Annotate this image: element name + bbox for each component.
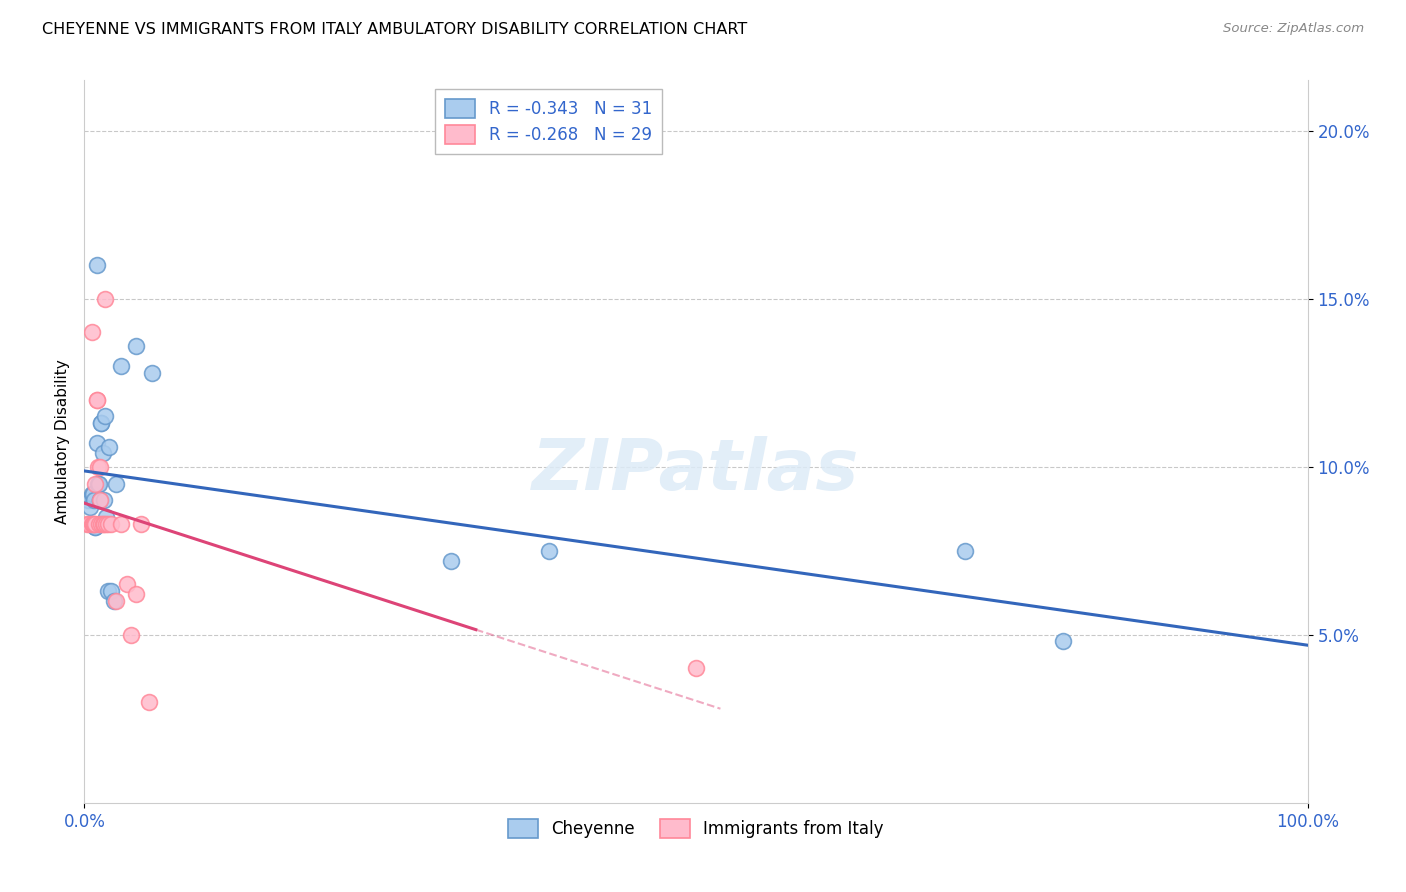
Point [84, 520, 107, 534]
Point [80, 486, 103, 500]
Point [100, 584, 122, 599]
Point [84, 516, 107, 531]
Point [87, 476, 110, 491]
Point [77, 516, 100, 531]
Point [953, 543, 976, 558]
Point [110, 516, 132, 531]
Point [125, 587, 148, 601]
Point [141, 366, 163, 380]
Point [100, 516, 122, 531]
Point [103, 594, 125, 608]
Y-axis label: Ambulatory Disability: Ambulatory Disability [55, 359, 70, 524]
Point [84, 476, 107, 491]
Point [94, 292, 117, 306]
Legend: Cheyenne, Immigrants from Italy: Cheyenne, Immigrants from Italy [502, 813, 890, 845]
Point [86, 392, 108, 407]
Point [91, 516, 114, 531]
Point [87, 516, 110, 531]
Point [80, 326, 103, 340]
Point [97, 584, 120, 599]
Point [110, 359, 132, 373]
Point [82, 516, 104, 531]
Point [97, 440, 120, 454]
Point [538, 543, 561, 558]
Text: Source: ZipAtlas.com: Source: ZipAtlas.com [1223, 22, 1364, 36]
Point [86, 436, 108, 450]
Point [89, 493, 111, 508]
Point [138, 695, 160, 709]
Point [1052, 634, 1074, 648]
Point [89, 459, 111, 474]
Point [86, 392, 108, 407]
Point [96, 510, 118, 524]
Point [91, 446, 114, 460]
Point [105, 476, 128, 491]
Point [84, 520, 107, 534]
Point [89, 493, 111, 508]
Point [80, 516, 103, 531]
Text: ZIPatlas: ZIPatlas [533, 436, 859, 505]
Point [90, 416, 112, 430]
Point [129, 516, 152, 531]
Point [77, 493, 100, 508]
Point [440, 554, 463, 568]
Point [93, 493, 115, 508]
Point [90, 416, 112, 430]
Point [685, 661, 707, 675]
Point [87, 476, 110, 491]
Point [115, 577, 138, 591]
Point [105, 594, 128, 608]
Point [83, 516, 105, 531]
Point [82, 486, 104, 500]
Point [93, 516, 115, 531]
Point [89, 493, 111, 508]
Point [94, 409, 117, 424]
Point [86, 258, 108, 272]
Point [90, 516, 112, 531]
Point [125, 339, 148, 353]
Point [97, 516, 120, 531]
Point [96, 516, 118, 531]
Point [83, 493, 105, 508]
Point [87, 459, 110, 474]
Text: CHEYENNE VS IMMIGRANTS FROM ITALY AMBULATORY DISABILITY CORRELATION CHART: CHEYENNE VS IMMIGRANTS FROM ITALY AMBULA… [42, 22, 748, 37]
Point [120, 628, 142, 642]
Point [79, 500, 101, 514]
Point [76, 516, 98, 531]
